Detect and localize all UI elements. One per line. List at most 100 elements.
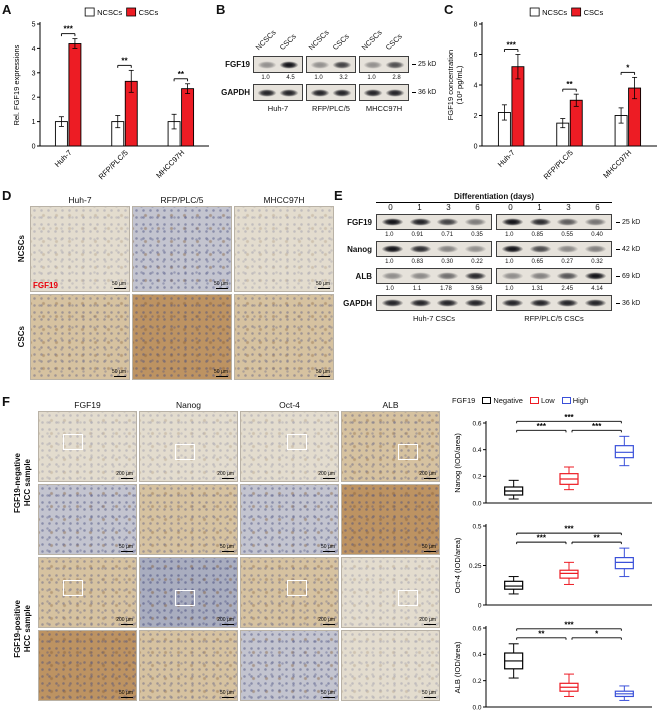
- legend-label: Low: [540, 395, 555, 405]
- blot-band: [528, 299, 552, 307]
- blot-band: [463, 299, 487, 307]
- fgf19-boxplot-legend: FGF19 Negative Low High: [452, 394, 662, 406]
- quant-group: 1.0 0.85 0.55 0.40: [496, 231, 612, 239]
- blot-band: [408, 218, 432, 226]
- quant-value: 1.78: [440, 286, 452, 292]
- inset-box: [174, 589, 195, 606]
- significance-label: **: [566, 80, 573, 89]
- quant-value: 0.85: [531, 232, 544, 238]
- lane-number: 3: [566, 203, 571, 212]
- group-name: RFP/PLC/5 CSCs: [524, 314, 584, 323]
- y-tick-label: 2: [32, 95, 36, 102]
- ihc-image: 50 µm: [240, 484, 339, 555]
- quant-value: 1.0: [261, 75, 270, 81]
- panel-b: B NCSCs CSCs NCSCs CSCs NCSCs CSCs FGF19 25 kD 1…: [216, 0, 444, 186]
- blot-strip: [376, 268, 492, 284]
- quant-value: 4.5: [286, 75, 295, 81]
- cell-line-name: Huh-7: [267, 104, 289, 113]
- scale-bar: 50 µm: [119, 544, 133, 550]
- kd-marker: 25 kD: [616, 219, 654, 226]
- column-header: Oct-4: [279, 399, 300, 410]
- ihc-image: 50 µm FGF19: [30, 206, 130, 292]
- protein-label: ALB: [355, 271, 372, 281]
- box: [504, 580, 524, 590]
- blot-band: [332, 60, 352, 69]
- group-names-row: Huh-7 CSCs RFP/PLC/5 CSCs: [336, 314, 662, 323]
- ihc-image: 50 µm: [38, 630, 137, 701]
- category-label: MHCC97H: [154, 148, 186, 180]
- lane-labels-row: NCSCs CSCs NCSCs CSCs NCSCs CSCs: [220, 18, 442, 54]
- blot-band: [463, 218, 487, 226]
- bar: [569, 99, 583, 147]
- quant-group: 1.0 2.8: [359, 74, 409, 82]
- blot-band: [279, 88, 299, 97]
- blot-band: [501, 299, 525, 307]
- bar: [68, 43, 82, 147]
- quant-group: 1.0 0.65 0.27 0.32: [496, 258, 612, 266]
- blot-band: [556, 218, 580, 226]
- ihc-image: 50 µm: [38, 484, 137, 555]
- row-label-text: NCSCs: [16, 235, 26, 263]
- scale-bar: 200 µm: [318, 471, 335, 477]
- significance-label: **: [121, 56, 128, 65]
- y-axis-label: ALB (IOD/area): [453, 641, 462, 693]
- significance-label: ***: [537, 422, 547, 431]
- quant-value: 0.71: [441, 232, 454, 238]
- blot-band: [556, 272, 580, 280]
- blot-band: [310, 60, 330, 69]
- legend-swatch: [561, 396, 571, 404]
- y-tick-label: 0.2: [472, 474, 481, 481]
- blot-band: [408, 272, 432, 280]
- lane-label: NCSCs: [306, 27, 331, 52]
- row-group-label: FGF19-positive HCC sample: [10, 557, 36, 701]
- blot-strip-row: GAPDH 36 kD: [220, 84, 442, 101]
- blot-band: [385, 60, 405, 69]
- protein-label: FGF19: [347, 217, 372, 227]
- scale-bar: 200 µm: [217, 617, 234, 623]
- column-header: Huh-7: [68, 194, 92, 205]
- lane-number: 6: [595, 203, 600, 212]
- blot-band: [583, 218, 607, 226]
- category-label: RFP/PLC/5: [97, 148, 130, 181]
- y-tick-label: 0.4: [472, 652, 481, 659]
- blot-strip-row: FGF19 25 kD: [220, 56, 442, 73]
- inset-box: [174, 443, 195, 460]
- blot-strip: [359, 56, 409, 73]
- kd-marker: 25 kD: [412, 61, 442, 68]
- scale-bar: 200 µm: [116, 471, 133, 477]
- kd-marker: 36 kD: [412, 89, 442, 96]
- panel-b-label: B: [216, 2, 226, 17]
- scale-bar: 200 µm: [318, 617, 335, 623]
- y-tick-label: 4: [32, 46, 36, 53]
- blot-strip: [376, 295, 492, 311]
- quant-value: 0.91: [411, 232, 424, 238]
- panel-f-label: F: [2, 394, 10, 409]
- category-label: Huh-7: [53, 148, 74, 169]
- quant-group: 1.0 0.91 0.71 0.35: [376, 231, 492, 239]
- blot-band: [528, 272, 552, 280]
- blot-strip: [376, 214, 492, 230]
- lane-labels-group: NCSCs CSCs: [253, 18, 303, 54]
- lane-label: NCSCs: [359, 27, 384, 52]
- legend-label: NCSCs: [97, 8, 122, 17]
- scale-bar: 50 µm: [321, 544, 335, 550]
- inset-box: [63, 434, 84, 451]
- y-tick-label: 0.6: [472, 420, 481, 427]
- nanog-boxplot: 0.0 0.2 0.4 0.6 Nanog (IOD/area) *** *** ***: [452, 407, 662, 508]
- column-header: MHCC97H: [263, 194, 305, 205]
- panel-f-grid: FGF19 Nanog Oct-4 ALB FGF19-negative HCC samp…: [10, 398, 440, 701]
- y-axis-label: FGF19 concentration: [446, 50, 455, 120]
- legend-swatch: [529, 396, 539, 404]
- header-line: [376, 202, 612, 203]
- quant-value: 1.0: [385, 259, 394, 265]
- quant-row: 1.0 0.83 0.30 0.22 1.0 0.65 0.27 0.32: [336, 258, 662, 266]
- row-label: NCSCs: [14, 206, 28, 292]
- scale-bar: 50 µm: [112, 369, 126, 375]
- scale-bar: 200 µm: [419, 617, 436, 623]
- ihc-image: 50 µm: [139, 630, 238, 701]
- panel-b-blot: NCSCs CSCs NCSCs CSCs NCSCs CSCs FGF19 25 kD 1.0…: [220, 18, 442, 113]
- blot-band: [463, 272, 487, 280]
- quant-row: 1.0 4.5 1.0 3.2 1.0 2.8: [220, 74, 442, 82]
- cell-line-name: MHCC97H: [365, 104, 403, 113]
